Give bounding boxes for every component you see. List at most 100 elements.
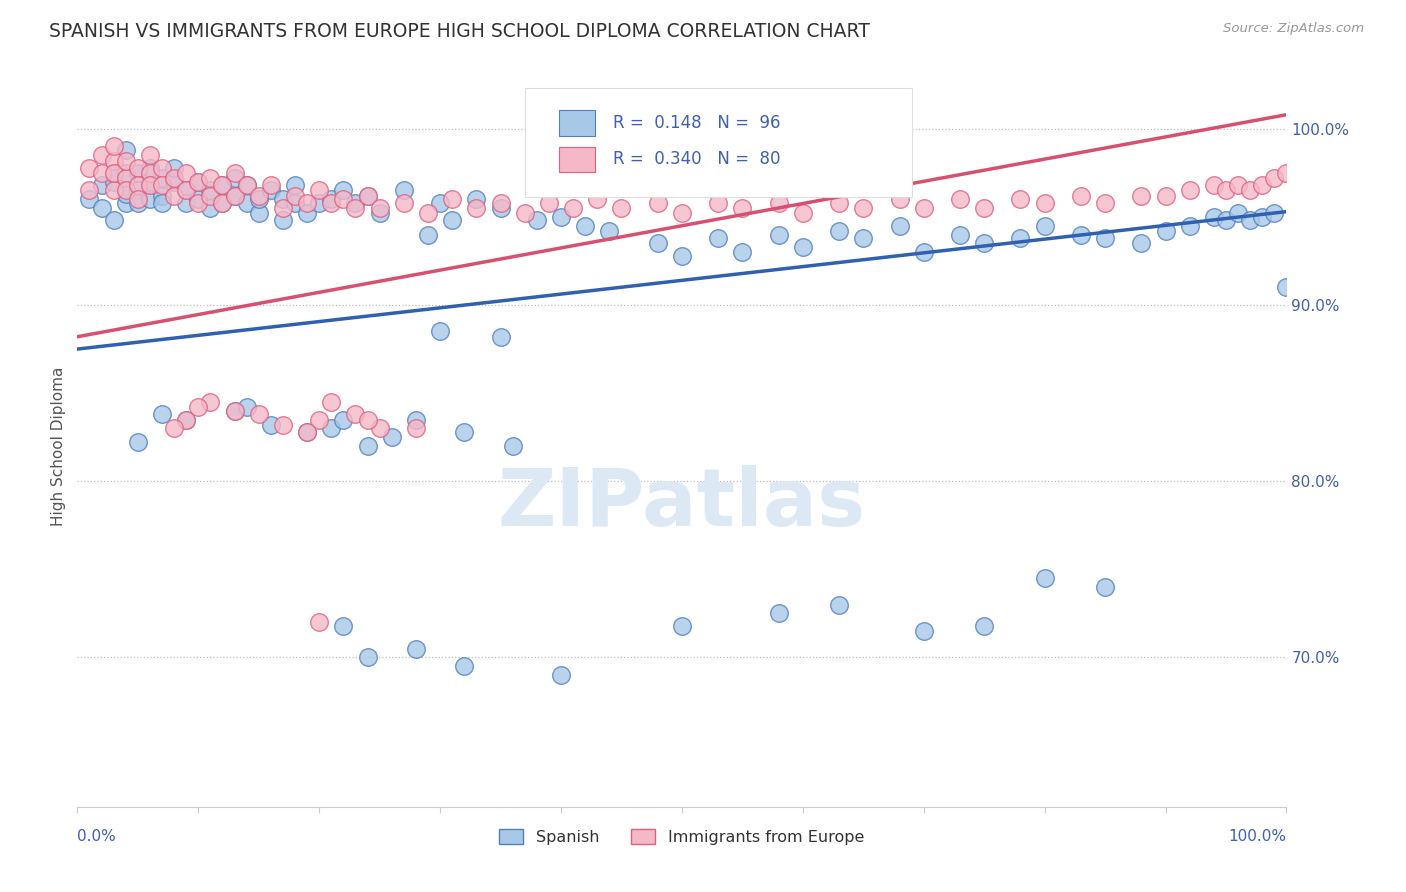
Point (235, 178, 257, 193)
Point (235, 401, 257, 415)
Point (949, 192, 972, 206)
Point (150, 171, 173, 186)
Point (103, 184, 125, 198)
Point (889, 192, 911, 206)
Point (1154, 188, 1177, 202)
Point (453, 659, 475, 673)
Point (1263, 206, 1285, 220)
Point (139, 178, 162, 193)
Point (224, 403, 246, 417)
Point (392, 184, 415, 198)
Point (247, 206, 270, 220)
Point (344, 201, 367, 215)
Point (598, 224, 620, 238)
Point (707, 231, 730, 245)
Point (912, 245, 935, 260)
Point (1178, 219, 1201, 233)
Point (295, 425, 318, 439)
Point (586, 192, 609, 206)
Point (163, 188, 186, 202)
Point (889, 219, 911, 233)
Point (405, 421, 427, 435)
Point (150, 161, 173, 175)
Point (271, 201, 294, 215)
FancyBboxPatch shape (558, 111, 595, 136)
Point (174, 195, 197, 210)
Point (513, 206, 536, 220)
Point (356, 412, 378, 426)
Point (321, 421, 343, 435)
Point (308, 184, 330, 198)
Point (103, 166, 125, 180)
Point (114, 195, 136, 210)
Point (852, 231, 875, 245)
Point (405, 412, 427, 426)
Point (224, 188, 246, 202)
Point (1033, 219, 1056, 233)
Point (127, 161, 149, 175)
Point (163, 171, 186, 186)
Legend: Spanish, Immigrants from Europe: Spanish, Immigrants from Europe (494, 823, 870, 851)
Point (1070, 188, 1092, 202)
Point (139, 178, 162, 193)
Point (127, 435, 149, 450)
Point (1275, 280, 1298, 294)
Point (174, 184, 197, 198)
Point (1251, 178, 1274, 193)
Point (103, 139, 125, 153)
Point (332, 184, 354, 198)
Point (405, 641, 427, 656)
Point (211, 195, 233, 210)
Point (150, 188, 173, 202)
Point (973, 619, 995, 633)
Point (321, 192, 343, 206)
Point (502, 439, 524, 453)
Point (381, 430, 404, 444)
Point (416, 206, 439, 220)
Point (356, 188, 378, 202)
Point (949, 227, 972, 242)
Text: ZIPatlas: ZIPatlas (498, 465, 866, 543)
Point (150, 195, 173, 210)
Point (1094, 231, 1116, 245)
Point (1178, 184, 1201, 198)
Point (284, 195, 307, 210)
Point (332, 412, 354, 426)
Point (103, 153, 125, 168)
Point (562, 201, 585, 215)
Point (768, 195, 790, 210)
Point (828, 195, 851, 210)
Point (731, 201, 754, 215)
Point (235, 195, 257, 210)
Point (163, 421, 186, 435)
Point (211, 178, 233, 193)
Point (174, 412, 197, 426)
Point (90, 166, 112, 180)
Point (295, 195, 318, 210)
Point (114, 171, 136, 186)
Point (550, 210, 572, 224)
Point (537, 195, 560, 210)
Point (489, 330, 512, 344)
Point (465, 192, 488, 206)
Point (295, 206, 318, 220)
Point (211, 195, 233, 210)
Point (1094, 580, 1116, 594)
Point (308, 615, 330, 630)
Point (441, 192, 464, 206)
Point (1070, 227, 1092, 242)
Point (671, 619, 693, 633)
Point (1227, 178, 1250, 193)
Point (526, 213, 548, 227)
Point (1251, 210, 1274, 224)
Point (1239, 213, 1261, 227)
Point (429, 195, 451, 210)
Point (200, 184, 222, 198)
Point (416, 227, 439, 242)
Point (1263, 171, 1285, 186)
Point (356, 439, 378, 453)
Point (912, 624, 935, 638)
Point (247, 407, 270, 421)
Point (1130, 236, 1153, 251)
Point (187, 175, 209, 189)
